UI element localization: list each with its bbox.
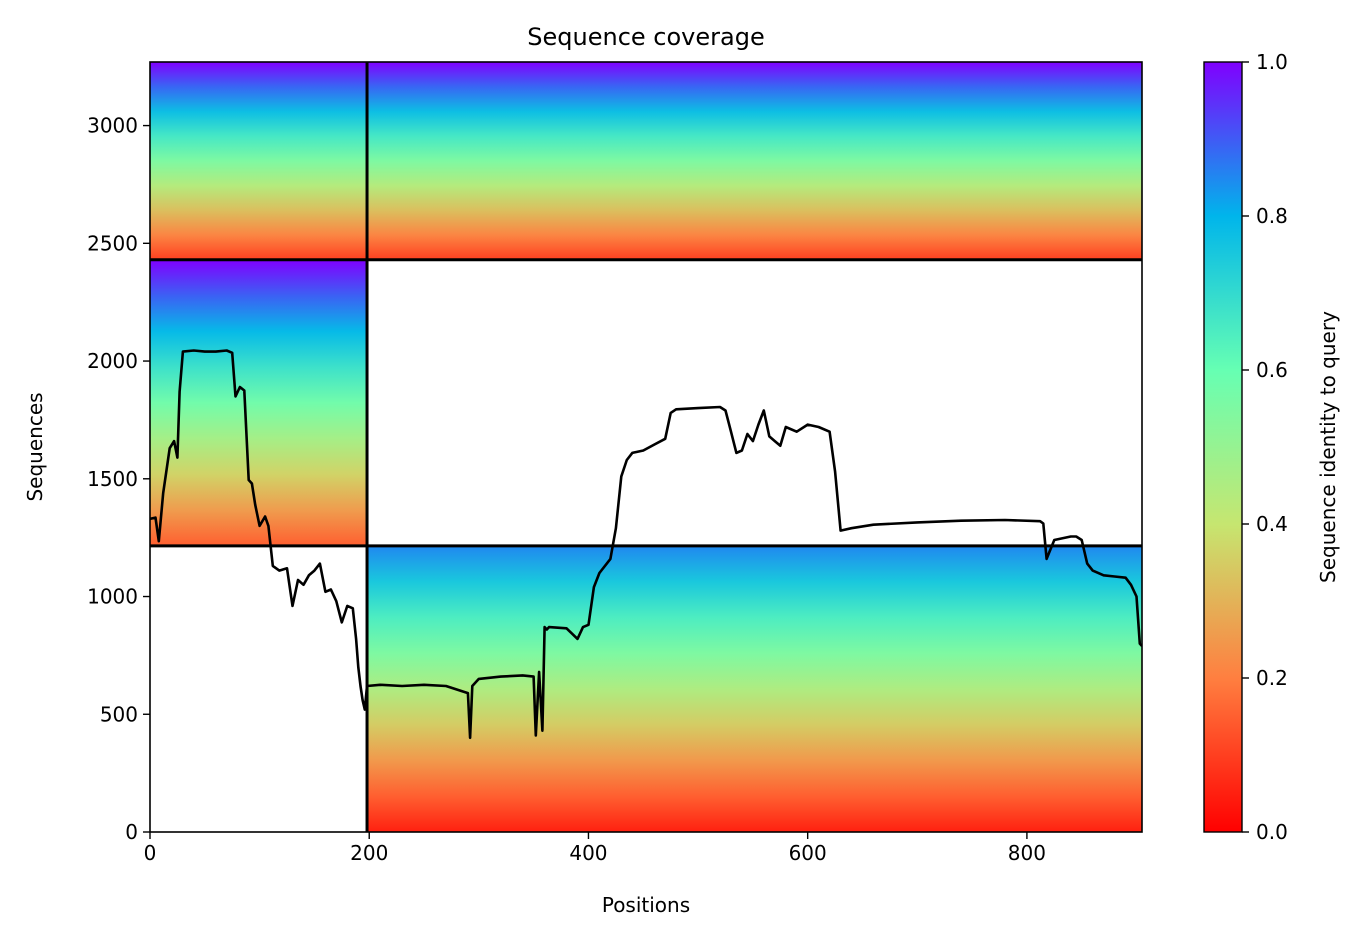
colorbar-tick-label: 0.4 — [1256, 512, 1288, 536]
colorbar — [1203, 61, 1243, 833]
coverage-block — [367, 62, 1142, 260]
colorbar-ticks: 0.0 0.2 0.4 0.6 0.8 1.0 — [1242, 50, 1288, 844]
x-tick-label: 800 — [1008, 841, 1046, 865]
y-axis-ticks: 0 500 1000 1500 2000 2500 3000 — [87, 114, 150, 844]
x-axis-label: Positions — [602, 893, 690, 917]
y-tick-label: 1500 — [87, 467, 138, 491]
chart-title: Sequence coverage — [527, 23, 764, 51]
colorbar-tick-label: 1.0 — [1256, 50, 1288, 74]
chain-boundaries — [150, 62, 1142, 832]
x-tick-label: 600 — [789, 841, 827, 865]
axes-frame — [149, 61, 1143, 833]
coverage-line — [150, 349, 1142, 740]
colorbar-tick-label: 0.0 — [1256, 820, 1288, 844]
y-axis-label: Sequences — [23, 392, 47, 501]
x-tick-label: 200 — [350, 841, 388, 865]
colorbar-label: Sequence identity to query — [1316, 311, 1340, 583]
colorbar-tick-label: 0.6 — [1256, 358, 1288, 382]
coverage-block — [150, 62, 368, 260]
coverage-blocks — [150, 62, 1142, 832]
coverage-block — [367, 545, 1142, 832]
y-tick-label: 3000 — [87, 114, 138, 138]
y-tick-label: 2000 — [87, 349, 138, 373]
y-tick-label: 1000 — [87, 585, 138, 609]
colorbar-tick-label: 0.8 — [1256, 204, 1288, 228]
coverage-block — [150, 259, 368, 546]
x-axis-ticks: 0 200 400 600 800 — [144, 832, 1046, 865]
y-tick-label: 2500 — [87, 231, 138, 255]
coverage-line-layer — [150, 349, 1142, 740]
x-tick-label: 400 — [569, 841, 607, 865]
x-tick-label: 0 — [144, 841, 157, 865]
y-tick-label: 0 — [125, 820, 138, 844]
y-tick-label: 500 — [100, 702, 138, 726]
colorbar-tick-label: 0.2 — [1256, 666, 1288, 690]
